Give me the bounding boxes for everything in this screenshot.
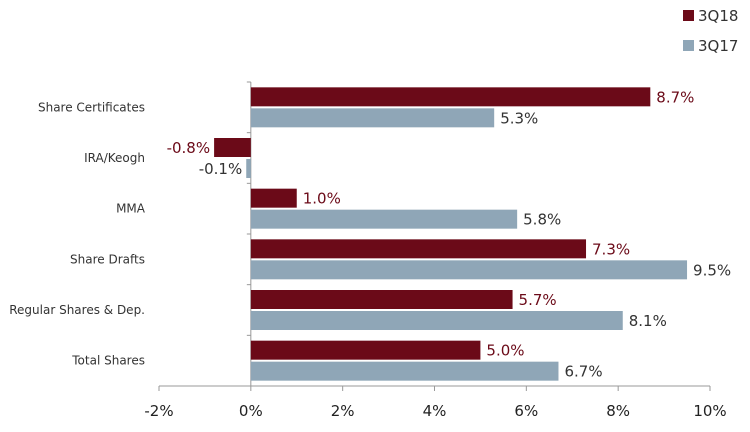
data-label: 5.3%: [500, 109, 538, 127]
data-label: 5.0%: [486, 342, 524, 360]
bar-3q18: [214, 138, 251, 157]
x-tick-label: -2%: [144, 402, 173, 420]
x-tick-label: 10%: [693, 402, 726, 420]
bar-3q18: [250, 239, 587, 259]
data-label: 5.7%: [519, 291, 557, 309]
x-tick-label: 4%: [423, 402, 447, 420]
data-label: -0.8%: [167, 139, 211, 157]
data-label: 8.1%: [629, 312, 667, 330]
data-label: 9.5%: [693, 261, 731, 279]
data-label: 7.3%: [592, 240, 630, 258]
x-tick-label: 8%: [606, 402, 630, 420]
bar-3q17: [246, 159, 251, 178]
category-label: MMA: [116, 202, 146, 216]
bar-3q18: [250, 340, 481, 360]
bar-3q18: [250, 290, 513, 309]
data-label: -0.1%: [199, 160, 243, 178]
data-label: 8.7%: [656, 88, 694, 106]
legend-swatch-3q17: [683, 40, 694, 51]
data-label: 1.0%: [303, 190, 341, 208]
legend-label: 3Q17: [698, 37, 738, 55]
bar-3q17: [250, 260, 688, 280]
category-label: Regular Shares & Dep.: [9, 303, 145, 317]
data-label: 5.8%: [523, 211, 561, 229]
bar-3q17: [250, 108, 495, 128]
legend-label: 3Q18: [698, 7, 738, 25]
bar-3q18: [250, 188, 297, 208]
legend-swatch-3q18: [683, 10, 694, 21]
category-label: Total Shares: [71, 354, 145, 368]
bar-3q17: [250, 311, 623, 330]
bar-3q17: [250, 209, 518, 229]
category-label: Share Certificates: [38, 100, 145, 114]
bar-3q17: [250, 361, 559, 381]
x-tick-label: 2%: [331, 402, 355, 420]
category-label: Share Drafts: [70, 252, 145, 266]
x-tick-label: 6%: [514, 402, 538, 420]
x-tick-label: 0%: [239, 402, 263, 420]
legend: 3Q18 3Q17: [683, 7, 738, 55]
data-label: 6.7%: [564, 363, 602, 381]
category-label: IRA/Keogh: [84, 151, 145, 165]
bar-3q18: [250, 87, 651, 107]
